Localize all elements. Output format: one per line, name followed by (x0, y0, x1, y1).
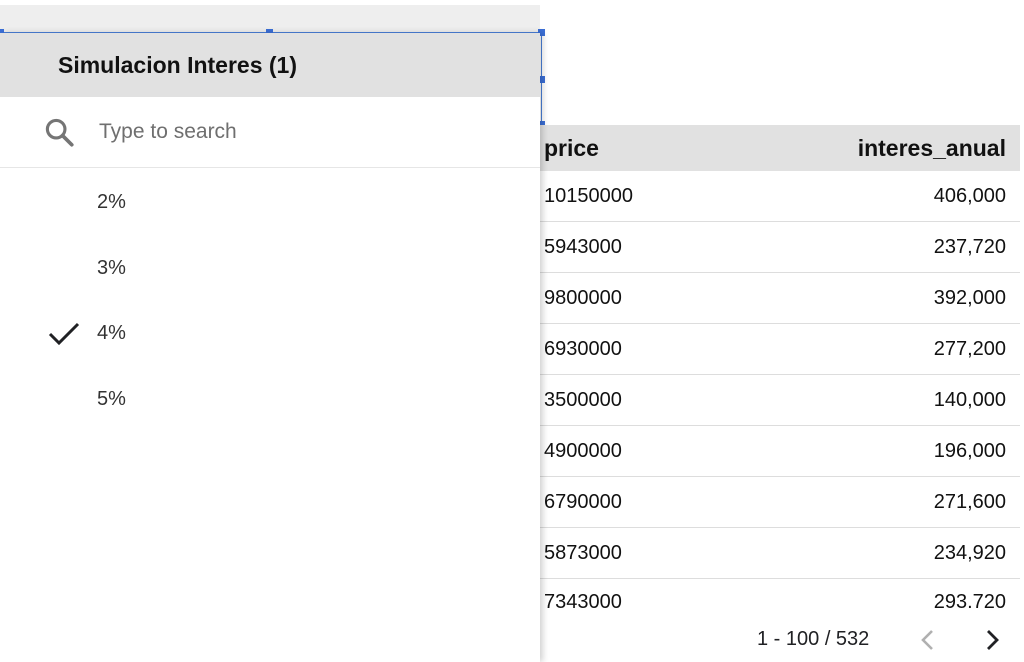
column-header-interes-anual[interactable]: interes_anual (857, 134, 1006, 161)
dropdown-top-strip (0, 5, 540, 33)
cell-price: 3500000 (544, 388, 622, 411)
cell-price: 6930000 (544, 337, 622, 360)
cell-price: 10150000 (544, 184, 633, 207)
table-row: 5873000 234,920 (540, 528, 1020, 579)
cell-interes-anual: 234,920 (933, 541, 1006, 564)
filter-dropdown-panel: Simulacion Interes (1) 2% 3% 4% 5% (0, 33, 540, 662)
cell-interes-anual: 237,720 (933, 235, 1006, 258)
cell-interes-anual: 271,600 (933, 490, 1006, 513)
cell-interes-anual: 392,000 (933, 286, 1006, 309)
cell-interes-anual: 196,000 (933, 439, 1006, 462)
table-row: 6930000 277,200 (540, 324, 1020, 375)
options-list: 2% 3% 4% 5% (0, 168, 540, 432)
search-input[interactable] (97, 119, 481, 145)
dropdown-option[interactable]: 5% (0, 367, 540, 433)
resize-handle-right[interactable] (538, 76, 545, 83)
cell-price: 5943000 (544, 235, 622, 258)
cell-interes-anual: 293.720 (933, 590, 1006, 613)
option-label: 3% (97, 256, 126, 279)
cell-price: 7343000 (544, 590, 622, 613)
table-row: 9800000 392,000 (540, 273, 1020, 324)
dropdown-search (0, 97, 540, 168)
search-icon (45, 118, 74, 147)
cell-price: 9800000 (544, 286, 622, 309)
option-label: 5% (97, 387, 126, 410)
check-icon (48, 322, 80, 345)
dropdown-option[interactable]: 2% (0, 170, 540, 236)
resize-handle-top-left[interactable] (0, 29, 4, 36)
dropdown-title: Simulacion Interes (1) (58, 51, 298, 78)
resize-handle-top[interactable] (266, 29, 273, 36)
table-header: price interes_anual (540, 125, 1020, 171)
table-row: 3500000 140,000 (540, 375, 1020, 426)
chevron-left-icon[interactable] (918, 626, 938, 654)
table-row: 4900000 196,000 (540, 426, 1020, 477)
resize-handle-top-right[interactable] (538, 29, 545, 36)
table-row: 5943000 237,720 (540, 222, 1020, 273)
column-header-price[interactable]: price (544, 134, 599, 161)
table-row: 6790000 271,600 (540, 477, 1020, 528)
cell-interes-anual: 406,000 (933, 184, 1006, 207)
dropdown-option[interactable]: 4% (0, 301, 540, 367)
data-table: price interes_anual 10150000 406,000 59430… (540, 125, 1020, 625)
cell-interes-anual: 140,000 (933, 388, 1006, 411)
cell-price: 4900000 (544, 439, 622, 462)
option-label: 2% (97, 191, 126, 214)
cell-price: 6790000 (544, 490, 622, 513)
table-body: 10150000 406,000 5943000 237,720 9800000 392,… (540, 171, 1020, 625)
cell-price: 5873000 (544, 541, 622, 564)
option-label: 4% (97, 322, 126, 345)
dropdown-header: Simulacion Interes (1) (0, 33, 540, 97)
chevron-right-icon[interactable] (982, 626, 1002, 654)
table-row: 10150000 406,000 (540, 171, 1020, 222)
pagination-range: 1 - 100 / 532 (757, 627, 870, 650)
table-row: 7343000 293.720 (540, 579, 1020, 625)
resize-handle-bottom-right[interactable] (538, 121, 545, 128)
dropdown-option[interactable]: 3% (0, 236, 540, 302)
cell-interes-anual: 277,200 (933, 337, 1006, 360)
